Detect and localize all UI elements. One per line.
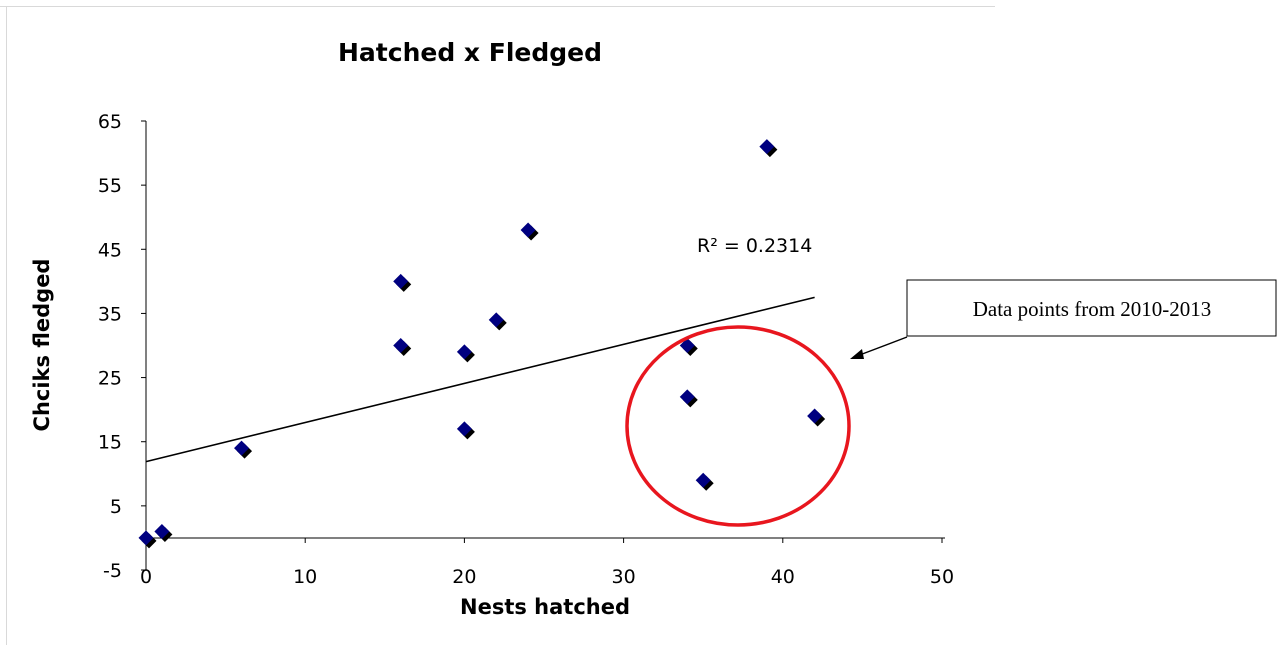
x-tick-label: 10 bbox=[293, 566, 317, 588]
callout-text: Data points from 2010-2013 bbox=[973, 297, 1212, 321]
y-ticks: -5 5 15 25 35 45 55 65 bbox=[98, 111, 146, 582]
x-tick-label: 20 bbox=[452, 566, 476, 588]
y-tick-label: 25 bbox=[98, 368, 122, 390]
data-point bbox=[456, 344, 472, 360]
callout-arrow-head bbox=[850, 349, 864, 359]
x-axis-title: Nests hatched bbox=[460, 595, 630, 619]
r-squared-label: R² = 0.2314 bbox=[697, 235, 812, 257]
y-tick-label: 35 bbox=[98, 303, 122, 325]
data-point bbox=[234, 440, 250, 456]
x-tick-label: 50 bbox=[930, 566, 954, 588]
y-axis-title: Chciks fledged bbox=[30, 259, 54, 432]
axes bbox=[145, 121, 945, 570]
chart-title: Hatched x Fledged bbox=[338, 38, 602, 67]
x-ticks: 0 10 20 30 40 50 bbox=[140, 538, 954, 588]
trendline bbox=[145, 296, 815, 463]
callout-arrow-line bbox=[856, 336, 908, 357]
data-point bbox=[393, 273, 409, 289]
data-point bbox=[695, 472, 711, 488]
y-tick-label: 5 bbox=[110, 496, 122, 518]
y-tick-label: 15 bbox=[98, 432, 122, 454]
highlight-circle bbox=[625, 325, 851, 527]
data-point bbox=[138, 530, 154, 546]
chart-frame-top-border bbox=[0, 6, 995, 7]
data-point bbox=[679, 389, 695, 405]
data-point bbox=[807, 408, 823, 424]
y-tick-label: 45 bbox=[98, 239, 122, 261]
data-point bbox=[759, 139, 775, 155]
x-tick-label: 40 bbox=[771, 566, 795, 588]
data-point bbox=[679, 338, 695, 353]
data-point bbox=[488, 312, 504, 328]
y-tick-label: -5 bbox=[103, 560, 122, 582]
data-point bbox=[393, 338, 409, 353]
data-point bbox=[520, 222, 536, 238]
y-tick-label: 65 bbox=[98, 111, 122, 133]
x-tick-label: 0 bbox=[140, 566, 152, 588]
x-tick-label: 30 bbox=[612, 566, 636, 588]
data-point bbox=[154, 524, 170, 540]
chart-frame-left-border bbox=[6, 6, 7, 645]
data-points bbox=[138, 139, 826, 549]
y-tick-label: 55 bbox=[98, 175, 122, 197]
data-point bbox=[456, 421, 472, 437]
callout-box bbox=[906, 279, 1277, 337]
